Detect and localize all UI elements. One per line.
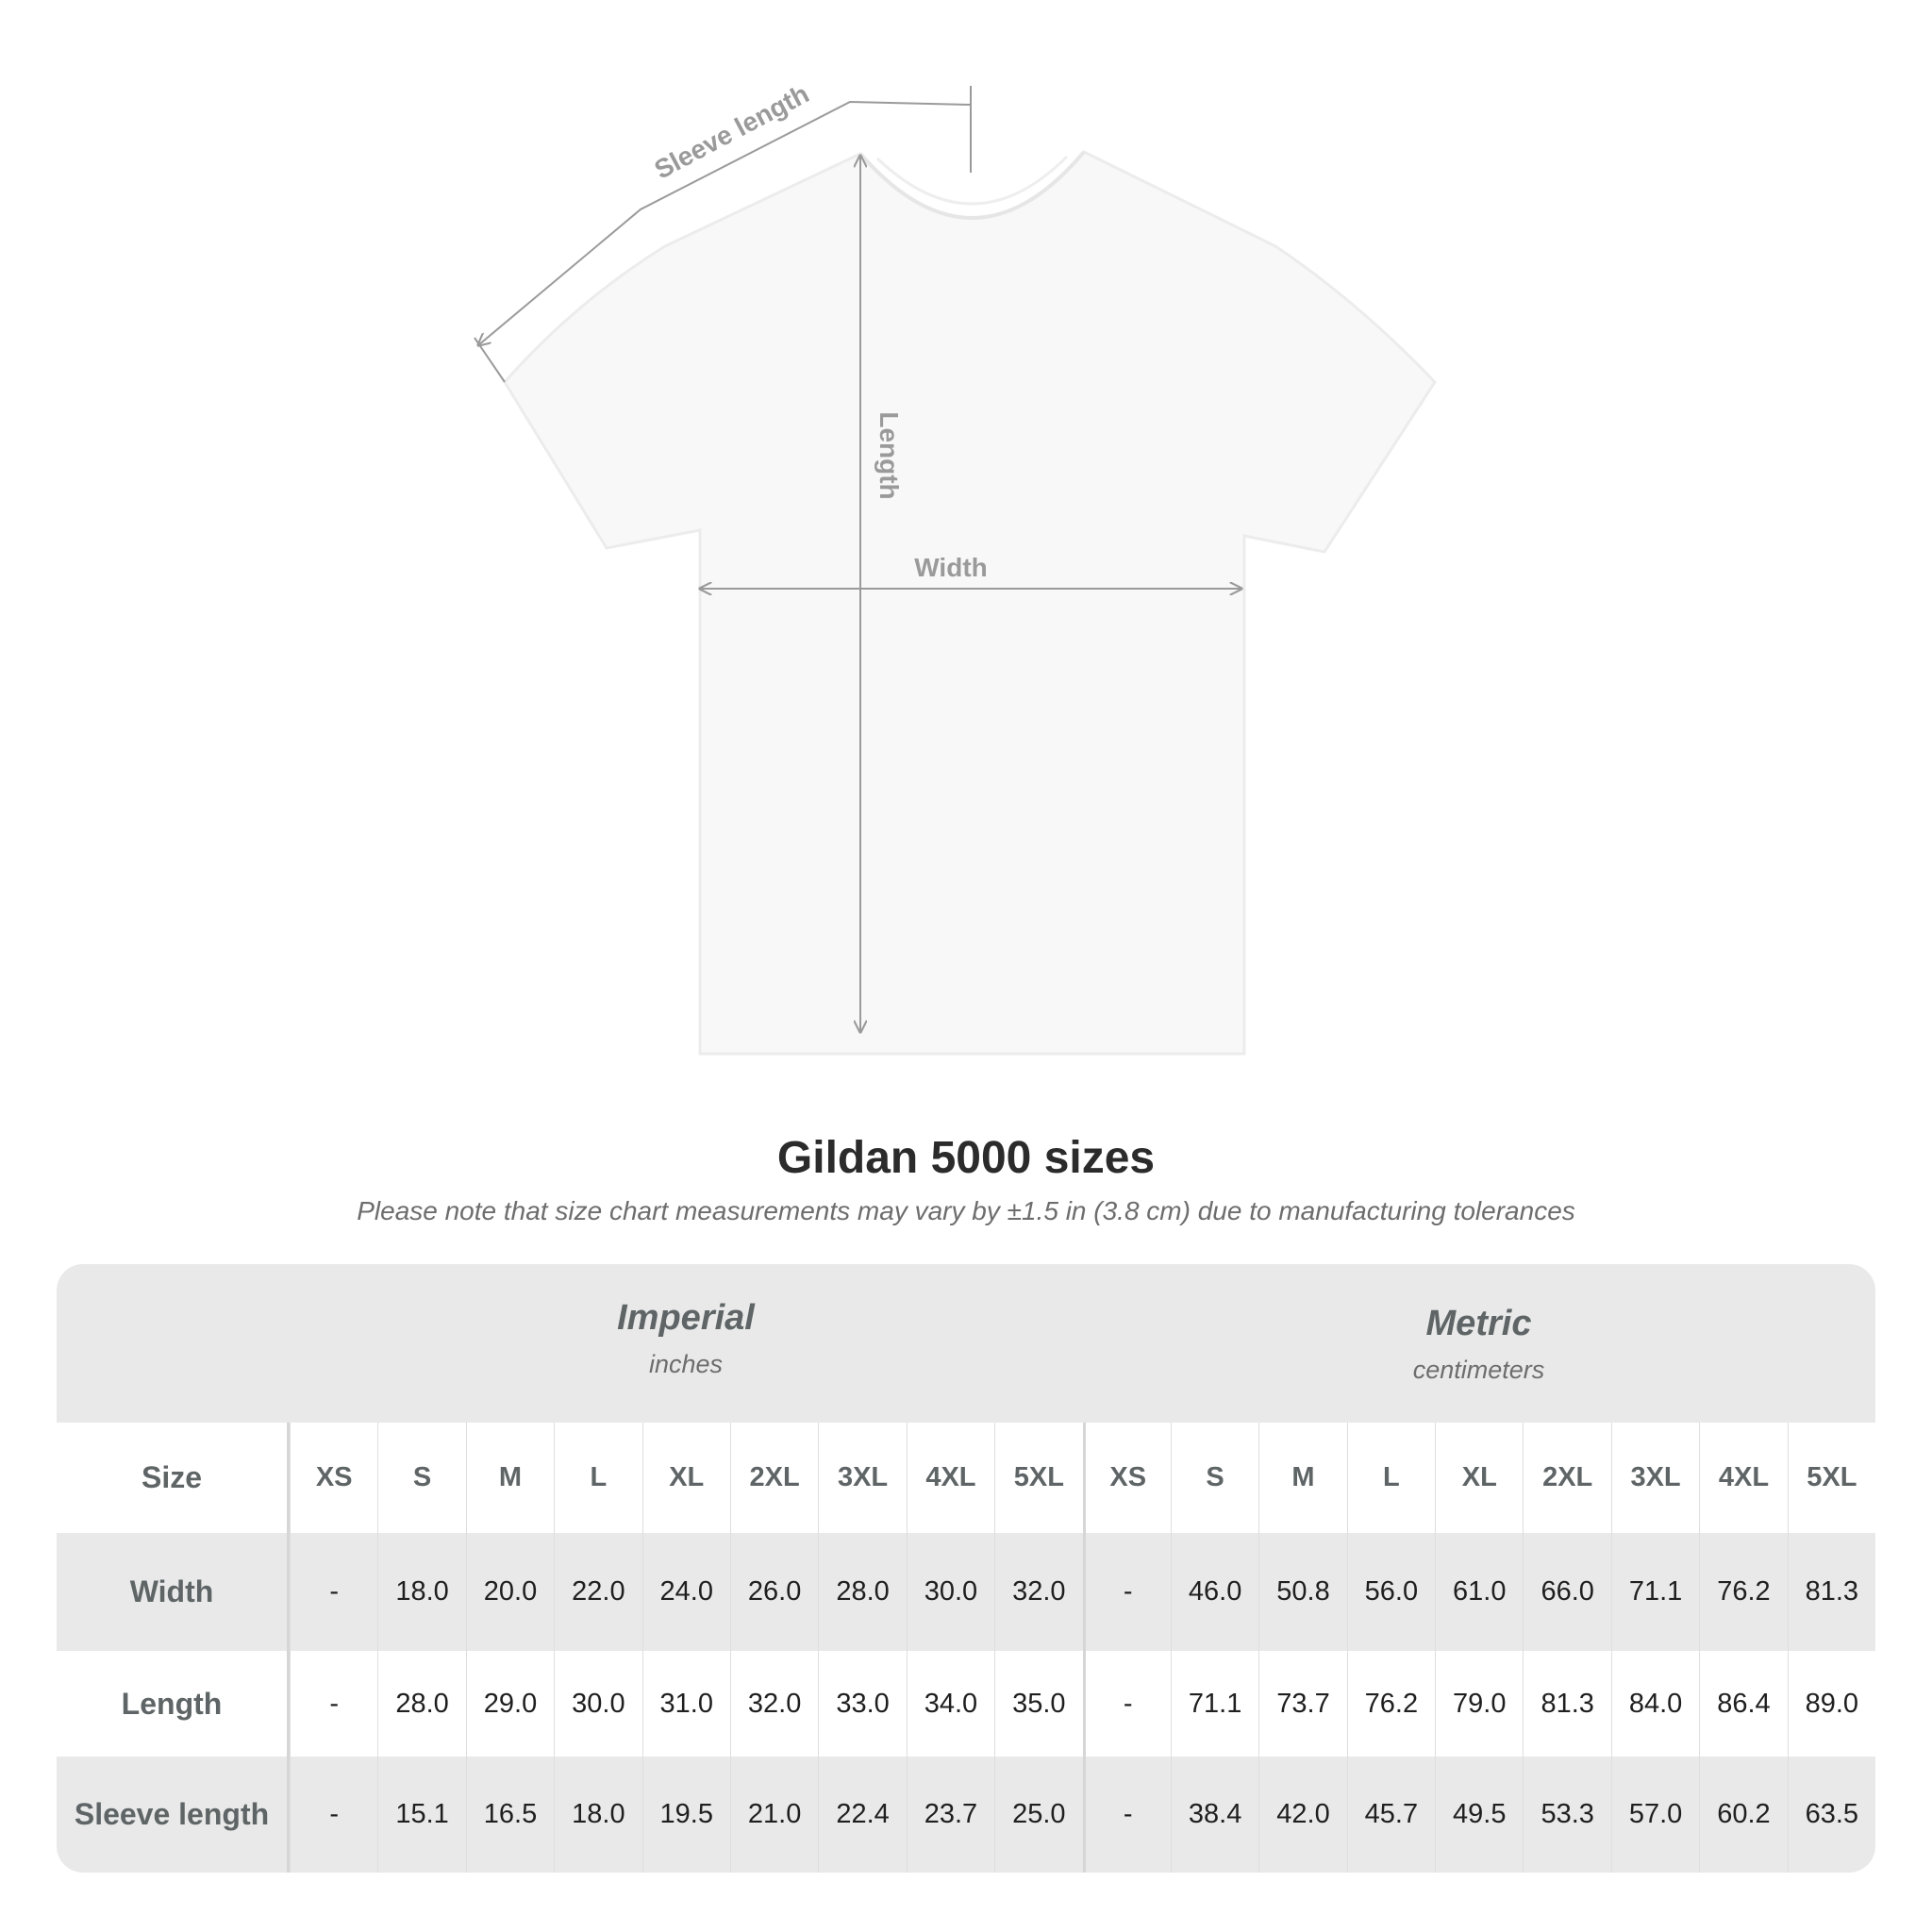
imperial-size-header: M — [465, 1423, 554, 1533]
imperial-header: Imperial inches — [290, 1298, 1082, 1379]
imperial-value-cell: 18.0 — [377, 1533, 465, 1651]
imperial-value-cell: 19.5 — [641, 1757, 730, 1873]
metric-size-header: 2XL — [1523, 1423, 1610, 1533]
metric-value-cell: 89.0 — [1787, 1651, 1875, 1757]
metric-value-cell: 56.0 — [1346, 1533, 1435, 1651]
imperial-value-cell: 24.0 — [641, 1533, 730, 1651]
sleeve-length-line — [478, 100, 972, 345]
table-row: Length -28.0 29.0 30.0 31.0 32.0 33.0 34.0 35.0-… — [57, 1651, 1875, 1757]
metric-value-cell: 46.0 — [1170, 1533, 1258, 1651]
metric-size-header: M — [1258, 1423, 1346, 1533]
metric-size-header: S — [1170, 1423, 1258, 1533]
imperial-size-header: XS — [290, 1423, 377, 1533]
metric-value-cell: 38.4 — [1170, 1757, 1258, 1873]
metric-size-header: 5XL — [1787, 1423, 1875, 1533]
metric-value-cell: 81.3 — [1787, 1533, 1875, 1651]
metric-unit: centimeters — [1412, 1356, 1545, 1384]
table-row: Width -18.0 20.0 22.0 24.0 26.0 28.0 30.0 32.0-4… — [57, 1533, 1875, 1651]
imperial-value-cell: 32.0 — [729, 1651, 818, 1757]
metric-value-cell: 45.7 — [1346, 1757, 1435, 1873]
imperial-title: Imperial — [617, 1298, 755, 1338]
metric-value-cell: 60.2 — [1699, 1757, 1787, 1873]
metric-value-cell: 76.2 — [1346, 1651, 1435, 1757]
metric-value-cell: - — [1082, 1651, 1171, 1757]
metric-value-cell: 63.5 — [1787, 1757, 1875, 1873]
imperial-value-cell: 25.0 — [994, 1757, 1082, 1873]
metric-size-header: XL — [1435, 1423, 1523, 1533]
metric-value-cell: 71.1 — [1610, 1533, 1699, 1651]
imperial-value-cell: 16.5 — [465, 1757, 554, 1873]
imperial-value-cell: 32.0 — [994, 1533, 1082, 1651]
metric-value-cell: 53.3 — [1523, 1757, 1610, 1873]
imperial-size-header: 3XL — [818, 1423, 906, 1533]
metric-size-header: L — [1346, 1423, 1435, 1533]
imperial-size-header: XL — [641, 1423, 730, 1533]
imperial-value-cell: 30.0 — [906, 1533, 994, 1651]
table-header-band — [57, 1264, 1875, 1423]
imperial-value-cell: 33.0 — [818, 1651, 906, 1757]
imperial-size-header: L — [554, 1423, 641, 1533]
metric-value-cell: - — [1082, 1757, 1171, 1873]
imperial-value-cell: 28.0 — [377, 1651, 465, 1757]
tolerance-note: Please note that size chart measurements… — [357, 1196, 1575, 1225]
page-title: Gildan 5000 sizes — [776, 1133, 1156, 1183]
imperial-value-cell: 22.4 — [818, 1757, 906, 1873]
imperial-size-header: 5XL — [994, 1423, 1082, 1533]
imperial-value-cell: 28.0 — [818, 1533, 906, 1651]
tshirt-diagram: Width Length Sleeve length — [474, 79, 1437, 1056]
imperial-value-cell: 20.0 — [465, 1533, 554, 1651]
metric-title: Metric — [1425, 1304, 1532, 1343]
imperial-value-cell: 29.0 — [465, 1651, 554, 1757]
metric-value-cell: 71.1 — [1170, 1651, 1258, 1757]
imperial-size-header: 2XL — [729, 1423, 818, 1533]
imperial-size-header: 4XL — [906, 1423, 994, 1533]
size-header-label: Size — [57, 1423, 290, 1533]
metric-value-cell: - — [1082, 1533, 1171, 1651]
metric-size-header: XS — [1082, 1423, 1171, 1533]
imperial-value-cell: 31.0 — [641, 1651, 730, 1757]
imperial-value-cell: 30.0 — [554, 1651, 641, 1757]
imperial-unit: inches — [648, 1350, 724, 1378]
imperial-value-cell: - — [290, 1651, 377, 1757]
imperial-value-cell: 23.7 — [906, 1757, 994, 1873]
row-label: Width — [57, 1533, 290, 1651]
metric-value-cell: 81.3 — [1523, 1651, 1610, 1757]
metric-value-cell: 79.0 — [1435, 1651, 1523, 1757]
metric-value-cell: 66.0 — [1523, 1533, 1610, 1651]
metric-value-cell: 49.5 — [1435, 1757, 1523, 1873]
imperial-value-cell: - — [290, 1757, 377, 1873]
imperial-value-cell: 18.0 — [554, 1757, 641, 1873]
size-header-row: Size XS S M L XL 2XL 3XL 4XL 5XL XS S M L XL 2XL 3XL 4XL 5… — [57, 1423, 1875, 1533]
sleeve-length-label: Sleeve length — [650, 79, 814, 185]
imperial-value-cell: 35.0 — [994, 1651, 1082, 1757]
metric-header: Metric centimeters — [1082, 1304, 1875, 1385]
tshirt-shape — [503, 150, 1437, 1056]
metric-size-header: 4XL — [1699, 1423, 1787, 1533]
metric-value-cell: 42.0 — [1258, 1757, 1346, 1873]
imperial-size-header: S — [377, 1423, 465, 1533]
row-label: Sleeve length — [57, 1757, 290, 1873]
imperial-value-cell: 15.1 — [377, 1757, 465, 1873]
imperial-value-cell: 22.0 — [554, 1533, 641, 1651]
metric-value-cell: 73.7 — [1258, 1651, 1346, 1757]
table-row: Sleeve length -15.1 16.5 18.0 19.5 21.0 22.4 23… — [57, 1757, 1875, 1873]
metric-value-cell: 57.0 — [1610, 1757, 1699, 1873]
size-table: Imperial inches Metric centimeters Size X… — [57, 1264, 1875, 1873]
metric-value-cell: 84.0 — [1610, 1651, 1699, 1757]
imperial-value-cell: 26.0 — [729, 1533, 818, 1651]
imperial-value-cell: 21.0 — [729, 1757, 818, 1873]
metric-value-cell: 61.0 — [1435, 1533, 1523, 1651]
metric-value-cell: 76.2 — [1699, 1533, 1787, 1651]
imperial-value-cell: 34.0 — [906, 1651, 994, 1757]
metric-size-header: 3XL — [1610, 1423, 1699, 1533]
metric-value-cell: 50.8 — [1258, 1533, 1346, 1651]
length-label: Length — [874, 411, 904, 499]
imperial-value-cell: - — [290, 1533, 377, 1651]
row-label: Length — [57, 1651, 290, 1757]
metric-value-cell: 86.4 — [1699, 1651, 1787, 1757]
width-label: Width — [914, 553, 988, 582]
